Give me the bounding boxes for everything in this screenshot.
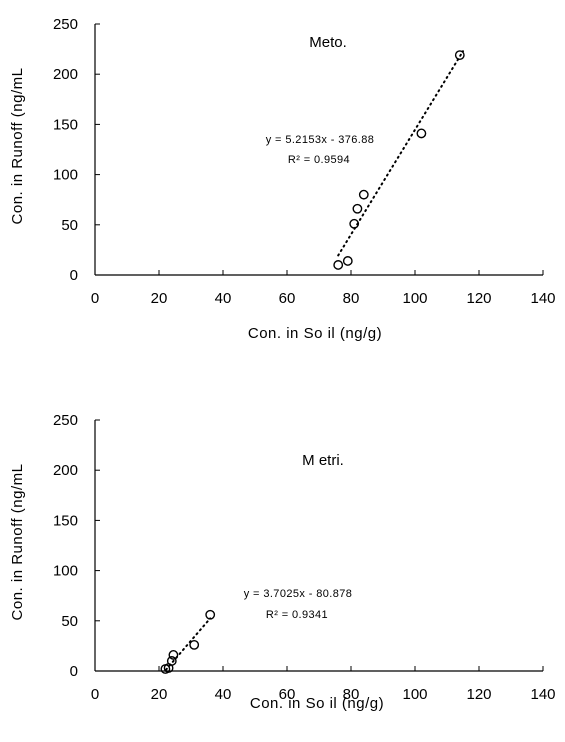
data-point bbox=[189, 639, 200, 650]
trendline bbox=[337, 50, 464, 257]
x-tick-label: 60 bbox=[279, 686, 296, 703]
y-axis-title: Con. in Runoff (ng/mL bbox=[9, 68, 26, 225]
regression-equation: y = 3.7025x - 80.878 bbox=[244, 588, 353, 600]
data-point bbox=[168, 650, 179, 660]
r-squared: R² = 0.9341 bbox=[266, 609, 328, 621]
y-tick-label: 50 bbox=[61, 613, 78, 630]
x-tick-label: 120 bbox=[466, 290, 491, 307]
y-tick-label: 100 bbox=[53, 563, 78, 580]
data-point bbox=[333, 260, 344, 270]
x-axis-title: Con. in So il (ng/g) bbox=[250, 695, 384, 712]
data-point bbox=[454, 50, 465, 61]
data-point bbox=[352, 203, 363, 214]
data-point bbox=[166, 656, 177, 666]
x-tick-label: 20 bbox=[151, 686, 168, 703]
x-tick-label: 0 bbox=[91, 290, 99, 307]
x-axis-title: Con. in So il (ng/g) bbox=[248, 325, 382, 342]
x-tick-label: 60 bbox=[279, 290, 296, 307]
y-tick-label: 100 bbox=[53, 167, 78, 184]
data-point bbox=[349, 218, 360, 229]
chart-title: M etri. bbox=[302, 452, 344, 469]
chart-title: Meto. bbox=[309, 34, 347, 51]
trendline bbox=[165, 617, 212, 671]
y-tick-label: 250 bbox=[53, 412, 78, 429]
x-tick-label: 80 bbox=[343, 686, 360, 703]
data-point bbox=[205, 609, 216, 620]
y-tick-label: 200 bbox=[53, 66, 78, 83]
x-tick-label: 140 bbox=[530, 686, 555, 703]
x-tick-label: 100 bbox=[402, 290, 427, 307]
r-squared: R² = 0.9594 bbox=[288, 154, 350, 166]
x-tick-label: 40 bbox=[215, 290, 232, 307]
data-point bbox=[342, 256, 353, 266]
y-axis-title: Con. in Runoff (ng/mL bbox=[9, 464, 26, 621]
y-tick-label: 150 bbox=[53, 512, 78, 529]
x-tick-label: 20 bbox=[151, 290, 168, 307]
data-point bbox=[358, 189, 369, 200]
y-tick-label: 50 bbox=[61, 217, 78, 234]
metri-chart: M etri. y = 3.7025x - 80.878 R² = 0.9341… bbox=[9, 412, 556, 712]
y-tick-label: 0 bbox=[70, 663, 78, 680]
x-tick-label: 0 bbox=[91, 686, 99, 703]
x-tick-label: 40 bbox=[215, 686, 232, 703]
regression-equation: y = 5.2153x - 376.88 bbox=[266, 134, 375, 146]
data-point bbox=[416, 128, 427, 139]
y-tick-label: 250 bbox=[53, 16, 78, 33]
x-tick-label: 140 bbox=[530, 290, 555, 307]
y-tick-label: 0 bbox=[70, 267, 78, 284]
x-tick-label: 80 bbox=[343, 290, 360, 307]
y-tick-label: 150 bbox=[53, 116, 78, 133]
meto-chart: Meto. y = 5.2153x - 376.88 R² = 0.9594 C… bbox=[9, 16, 556, 342]
x-tick-label: 120 bbox=[466, 686, 491, 703]
y-tick-label: 200 bbox=[53, 462, 78, 479]
x-tick-label: 100 bbox=[402, 686, 427, 703]
